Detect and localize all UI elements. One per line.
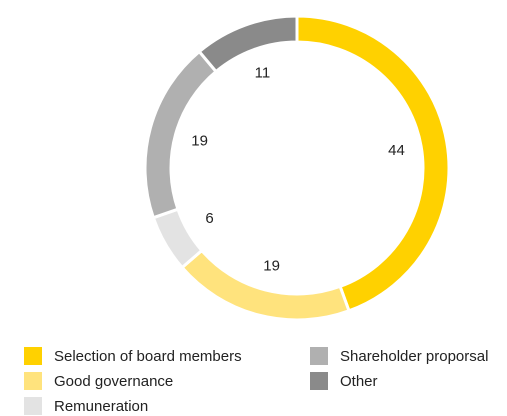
donut-value-labels: 44 19 6 19 11 xyxy=(191,65,405,275)
donut-slices xyxy=(143,14,451,322)
donut-slice-4 xyxy=(197,14,299,74)
slice-value-label-3: 19 xyxy=(191,133,208,150)
slice-value-label-1: 19 xyxy=(263,257,280,274)
donut-slice-0 xyxy=(295,14,451,313)
slice-value-label-2: 6 xyxy=(205,210,213,227)
donut-slice-2 xyxy=(151,207,204,270)
slice-value-label-0: 44 xyxy=(388,142,405,159)
slice-value-label-4: 11 xyxy=(255,65,271,82)
